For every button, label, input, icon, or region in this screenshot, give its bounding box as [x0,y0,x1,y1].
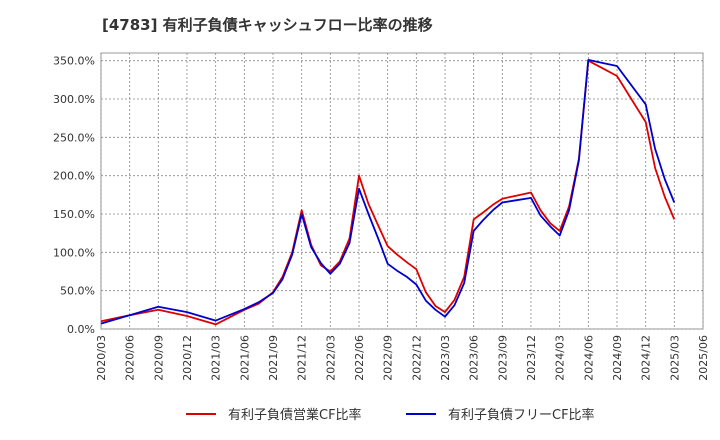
x-tick-label: 2023/03 [439,335,452,381]
legend-label-2: 有利子負債フリーCF比率 [448,407,595,423]
x-tick-label: 2025/03 [668,335,681,381]
x-tick-label: 2021/03 [210,335,223,381]
y-tick-label: 150.0% [53,208,95,221]
x-tick-label: 2020/03 [95,335,108,381]
y-tick-label: 350.0% [53,55,95,68]
y-tick-label: 0.0% [67,323,95,336]
x-tick-label: 2022/12 [410,335,423,381]
x-tick-label: 2024/06 [582,335,595,381]
y-tick-label: 50.0% [60,285,95,298]
x-tick-label: 2024/03 [554,335,567,381]
x-tick-label: 2024/12 [640,335,653,381]
x-tick-label: 2020/06 [124,335,137,381]
series-line-2 [100,59,676,325]
x-tick-label: 2020/09 [152,335,165,381]
y-tick-label: 200.0% [53,170,95,183]
x-tick-label: 2021/09 [267,335,280,381]
plot-area [100,52,704,330]
x-tick-label: 2023/09 [496,335,509,381]
y-tick-label: 100.0% [53,246,95,259]
x-tick-label: 2021/12 [296,335,309,381]
legend-label-1: 有利子負債営業CF比率 [228,407,362,423]
y-tick-label: 250.0% [53,131,95,144]
x-tick-label: 2025/06 [697,335,710,381]
x-tick-label: 2022/06 [353,335,366,381]
x-tick-label: 2021/06 [238,335,251,381]
chart-title: [4783] 有利子負債キャッシュフロー比率の推移 [102,16,433,34]
x-tick-label: 2023/06 [468,335,481,381]
x-tick-label: 2022/09 [382,335,395,381]
x-tick-label: 2020/12 [181,335,194,381]
x-tick-label: 2023/12 [525,335,538,381]
y-tick-label: 300.0% [53,93,95,106]
x-tick-label: 2022/03 [324,335,337,381]
x-tick-label: 2024/09 [611,335,624,381]
